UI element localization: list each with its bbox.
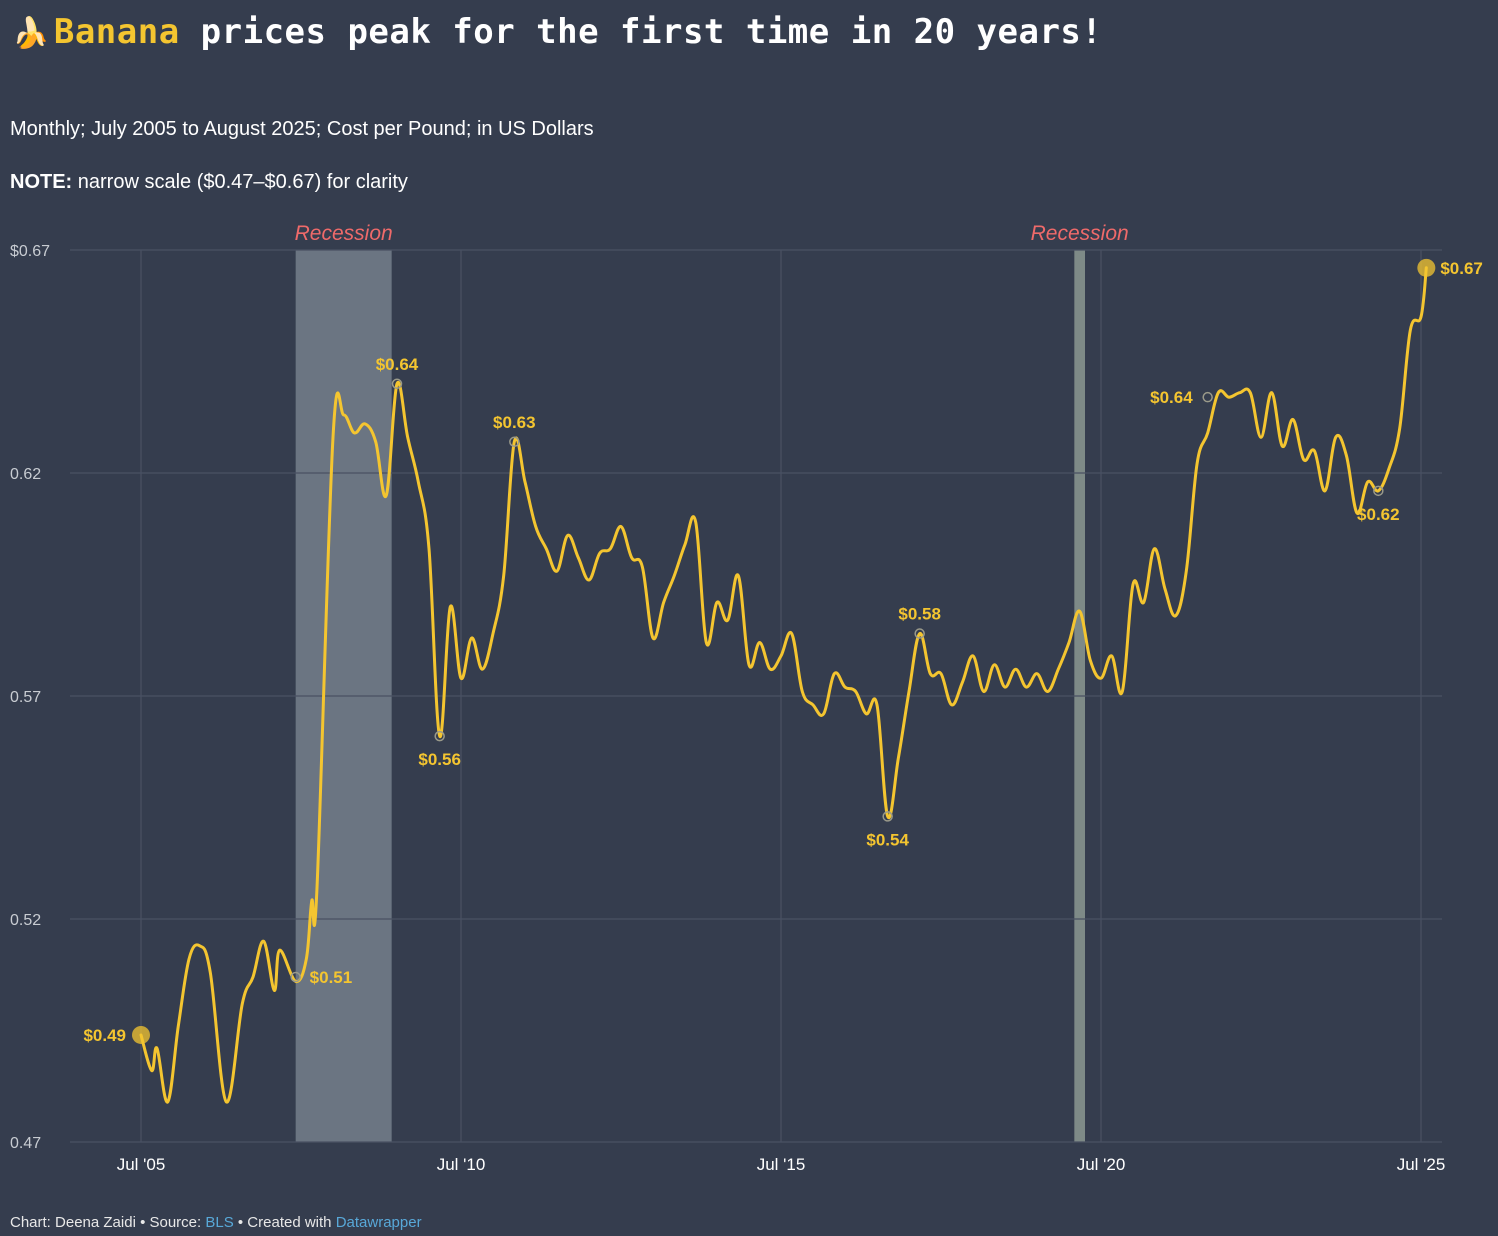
- data-point-marker: [509, 436, 520, 448]
- title-rest: prices peak for the first time in 20 yea…: [179, 12, 1103, 52]
- annotations: $0.49 $0.51 $0.64 $0.56 $0.63 $0.54 $0.58 $0.64…: [83, 258, 1483, 1045]
- recession-bands: Recession Recession: [295, 222, 1129, 1142]
- datawrapper-link[interactable]: Datawrapper: [335, 1214, 422, 1231]
- data-label: $0.62: [1357, 505, 1400, 524]
- data-label: $0.56: [418, 750, 461, 769]
- data-label: $0.67: [1440, 259, 1483, 278]
- y-tick-label: 0.62: [10, 466, 41, 483]
- data-point-marker: [882, 811, 893, 822]
- title-highlight: Banana: [53, 12, 180, 52]
- x-tick-label: Jul '15: [757, 1155, 806, 1174]
- x-tick-label: Jul '25: [1397, 1155, 1446, 1174]
- data-point-marker: [132, 1025, 150, 1044]
- y-tick-label: $0.67: [10, 243, 50, 260]
- data-point-marker: [1417, 258, 1436, 277]
- data-label: $0.64: [1150, 388, 1193, 407]
- y-tick-label: 0.52: [10, 912, 41, 929]
- data-label: $0.58: [898, 605, 941, 624]
- grid-lines: [70, 249, 1442, 1143]
- chart-title: 🍌 Banana prices peak for the first time i…: [12, 12, 1102, 52]
- series-line: [139, 266, 1428, 1104]
- recession-label: Recession: [295, 222, 393, 245]
- chart-note: NOTE: narrow scale ($0.47–$0.67) for cla…: [10, 171, 408, 194]
- data-point-marker: [391, 378, 403, 390]
- banana-icon: 🍌: [12, 16, 50, 51]
- price-series: [139, 266, 1428, 1104]
- x-tick-label: Jul '10: [437, 1155, 486, 1174]
- data-point-marker: [434, 730, 445, 742]
- source-link[interactable]: BLS: [205, 1214, 234, 1231]
- footer-middle: • Created with: [233, 1214, 336, 1231]
- chart-subtitle: Monthly; July 2005 to August 2025; Cost …: [10, 118, 594, 140]
- chart-footer: Chart: Deena Zaidi • Source: BLS • Creat…: [10, 1214, 422, 1231]
- x-axis-ticks: Jul '05 Jul '10 Jul '15 Jul '20 Jul '25: [117, 1155, 1446, 1174]
- footer-prefix: Chart: Deena Zaidi • Source:: [10, 1214, 206, 1231]
- note-text: narrow scale ($0.47–$0.67) for clarity: [72, 171, 408, 193]
- data-label: $0.54: [866, 830, 909, 849]
- y-axis-ticks: 0.47 0.52 0.57 0.62 $0.67: [10, 243, 50, 1152]
- data-label: $0.49: [83, 1026, 126, 1045]
- data-label: $0.63: [493, 413, 536, 432]
- recession-label: Recession: [1031, 222, 1129, 245]
- data-point-marker: [1373, 485, 1384, 497]
- data-point-marker: [290, 971, 301, 983]
- data-label: $0.51: [310, 968, 353, 987]
- data-point-marker: [1202, 391, 1213, 403]
- data-point-marker: [914, 628, 925, 639]
- y-tick-label: 0.47: [10, 1135, 41, 1152]
- x-tick-label: Jul '20: [1077, 1155, 1126, 1174]
- y-tick-label: 0.57: [10, 689, 41, 706]
- line-chart: Recession Recession 0.47 0.52 0.57 0.62 $0.67…: [10, 222, 1483, 1174]
- x-tick-label: Jul '05: [117, 1155, 166, 1174]
- note-label: NOTE:: [10, 171, 73, 193]
- data-label: $0.64: [376, 355, 419, 374]
